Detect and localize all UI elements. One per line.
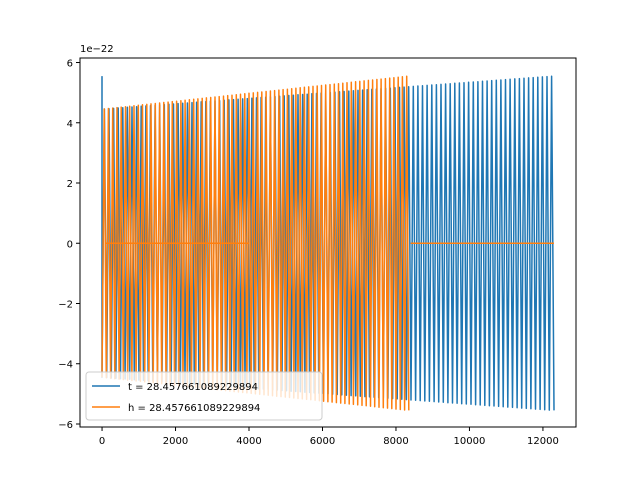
y-tick-label: 0 (67, 239, 73, 250)
axes-frame (79, 57, 577, 428)
y-offset-label: 1e−22 (80, 44, 114, 55)
y-axis: −6 −4 −2 0 2 4 6 (58, 59, 80, 431)
y-tick-label: −6 (58, 420, 73, 431)
x-tick-label: 10000 (454, 436, 486, 447)
x-tick-label: 12000 (527, 436, 559, 447)
y-tick-label: −4 (58, 360, 73, 371)
y-tick-label: −2 (58, 299, 73, 310)
x-tick-label: 8000 (383, 436, 408, 447)
legend-label-h: h = 28.457661089229894 (128, 403, 260, 414)
x-tick-label: 2000 (163, 436, 188, 447)
y-tick-label: 4 (67, 119, 73, 130)
x-axis: 0 2000 4000 6000 8000 10000 12000 (99, 427, 559, 447)
legend-label-t: t = 28.457661089229894 (128, 382, 258, 393)
y-tick-label: 2 (67, 179, 73, 190)
y-tick-label: 6 (67, 59, 73, 70)
legend: t = 28.457661089229894 h = 28.4576610892… (85, 371, 323, 421)
x-tick-label: 6000 (310, 436, 335, 447)
x-tick-label: 0 (99, 436, 105, 447)
x-tick-label: 4000 (236, 436, 261, 447)
legend-box (85, 371, 323, 421)
